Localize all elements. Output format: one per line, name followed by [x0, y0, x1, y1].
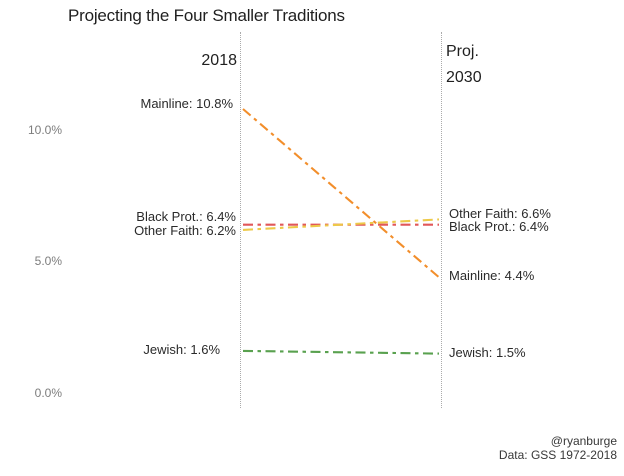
jewish-2018-label: Jewish: 1.6%	[143, 341, 220, 357]
mainline-2030-label: Mainline: 4.4%	[449, 268, 535, 284]
mainline-2018-label: Mainline: 10.8%	[140, 95, 234, 111]
column-header-proj-2030: Proj. 2030	[446, 39, 482, 91]
y-tick-10: 10.0%	[27, 123, 62, 137]
y-tick-0: 0.0%	[34, 386, 62, 400]
column-header-2030: 2030	[446, 69, 482, 86]
mainline-line	[242, 108, 440, 279]
other-faith-2030-label: Other Faith: 6.6%	[449, 205, 551, 221]
data-source: Data: GSS 1972-2018	[498, 447, 617, 462]
other-faith-2018-label: Other Faith: 6.2%	[134, 223, 236, 239]
guide-line-2030	[441, 32, 442, 408]
other-faith-line	[242, 218, 440, 231]
column-header-2018: 2018	[201, 52, 237, 69]
jewish-2030-label: Jewish: 1.5%	[449, 345, 526, 361]
black-prot-2030-label: Black Prot.: 6.4%	[449, 218, 549, 234]
attribution: @ryanburge Data: GSS 1972-2018	[498, 434, 617, 462]
black-prot-2018-label: Black Prot.: 6.4%	[136, 208, 236, 224]
chart-title: Projecting the Four Smaller Traditions	[68, 6, 345, 25]
guide-line-2018	[240, 32, 241, 408]
author-handle: @ryanburge	[550, 434, 617, 448]
jewish-line	[242, 349, 440, 355]
column-header-proj: Proj.	[446, 43, 479, 60]
y-tick-5: 5.0%	[34, 254, 62, 268]
